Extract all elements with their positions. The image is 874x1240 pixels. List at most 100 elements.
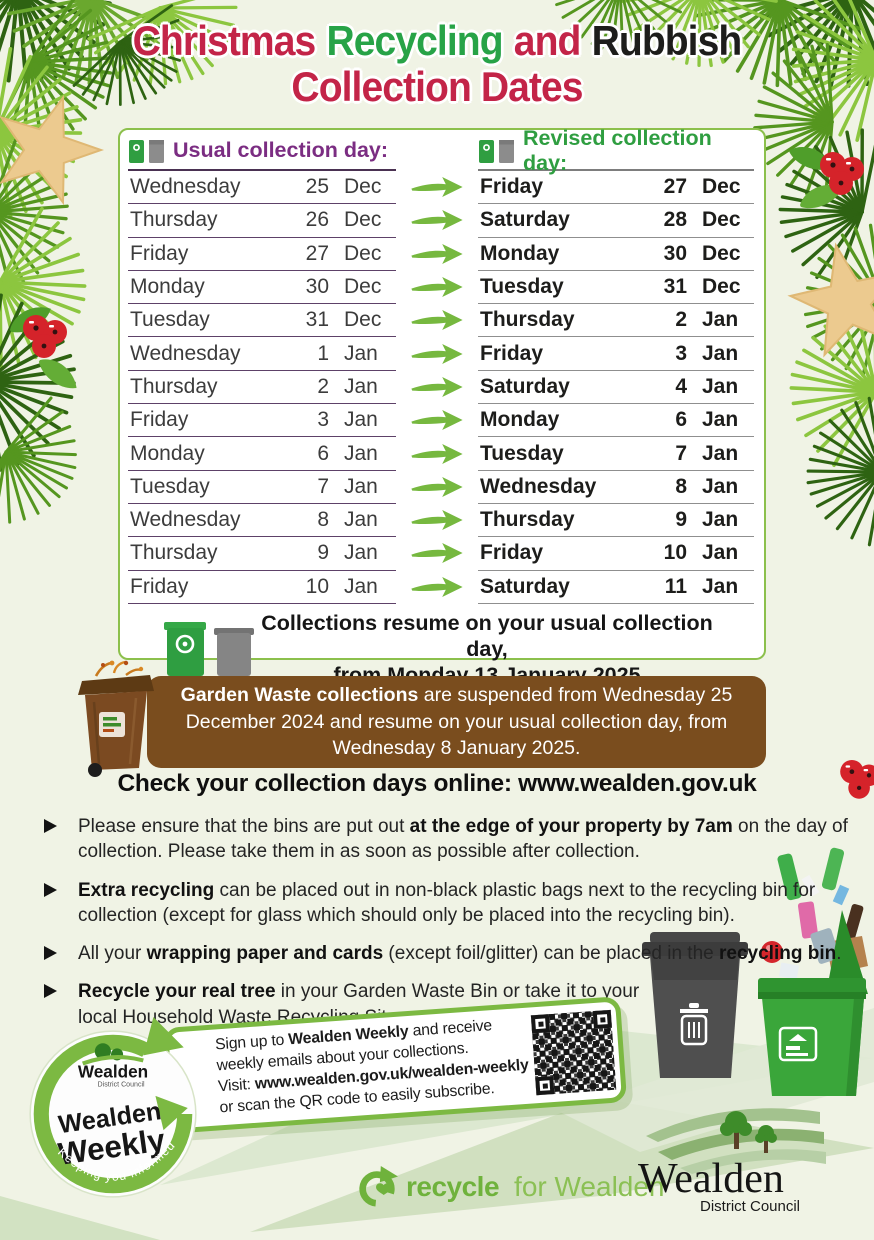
revised-month: Jan	[702, 474, 739, 498]
revised-day: Friday	[480, 175, 544, 199]
revised-day: Friday	[480, 341, 544, 365]
recycling-bin-icon	[129, 139, 144, 163]
usual-date: 7	[317, 474, 329, 498]
arrow-icon	[396, 404, 478, 436]
bullet-triangle-icon	[44, 946, 57, 961]
qr-finder-icon	[592, 1009, 612, 1030]
bullet-text-bold: Extra recycling	[78, 879, 215, 901]
revised-day: Monday	[480, 241, 560, 265]
revised-cell: Friday 3 Jan	[478, 337, 754, 371]
usual-month: Dec	[344, 241, 382, 265]
usual-cell: Friday 27 Dec	[128, 238, 396, 271]
revised-date: 11	[664, 574, 687, 598]
usual-day: Thursday	[130, 208, 218, 232]
garden-waste-bold: Garden Waste collections	[180, 683, 419, 706]
usual-date: 27	[305, 241, 329, 265]
collection-schedule-table: Usual collection day: Revised collection…	[128, 126, 756, 689]
usual-cell: Tuesday 7 Jan	[128, 471, 396, 504]
usual-day: Friday	[130, 241, 189, 265]
bin-icons	[129, 139, 164, 163]
collections-resume-note: Collections resume on your usual collect…	[128, 604, 754, 689]
bin-icons	[479, 139, 514, 163]
usual-date: 26	[305, 208, 329, 232]
qr-code[interactable]	[527, 1006, 620, 1099]
recycle-for-wealden-logo: recycle for Wealden	[356, 1166, 665, 1208]
check-online-heading[interactable]: Check your collection days online: www.w…	[117, 770, 757, 797]
revised-month: Jan	[702, 341, 739, 365]
revised-day: Tuesday	[480, 441, 564, 465]
usual-date: 31	[305, 308, 329, 332]
usual-cell: Friday 10 Jan	[128, 571, 396, 604]
revised-date: 8	[675, 474, 687, 498]
arrow-icon	[396, 471, 478, 503]
revised-cell: Saturday 11 Jan	[478, 571, 754, 604]
title-line-1: Christmas Recycling and Rubbish	[31, 17, 844, 64]
arrow-icon	[396, 204, 478, 236]
bullet-text-bold: at the edge of your property by 7am	[409, 816, 733, 837]
usual-day: Wednesday	[130, 175, 241, 199]
revised-month: Jan	[702, 541, 739, 565]
usual-cell: Friday 3 Jan	[128, 404, 396, 438]
arrow-icon	[396, 271, 478, 303]
revised-month: Jan	[702, 441, 739, 465]
usual-month: Dec	[344, 275, 382, 299]
usual-day: Tuesday	[130, 308, 210, 332]
revised-cell: Friday 10 Jan	[478, 537, 754, 571]
usual-day: Thursday	[130, 541, 218, 565]
title-word-rubbish: Rubbish	[591, 17, 743, 64]
wealden-weekly-badge: Wealden District Council Wealden Weekly …	[29, 1017, 197, 1198]
usual-day: Friday	[130, 408, 189, 432]
badge-logo-sub: District Council	[98, 1082, 146, 1089]
arrow-icon	[396, 238, 478, 270]
usual-month: Jan	[344, 541, 378, 565]
badge-logo-name: Wealden	[78, 1062, 148, 1082]
revised-day: Monday	[480, 408, 560, 432]
usual-month: Jan	[344, 374, 378, 398]
qr-finder-icon	[535, 1075, 555, 1096]
usual-month: Jan	[344, 441, 378, 465]
usual-collection-header: Usual collection day:	[128, 132, 396, 171]
revised-date: 4	[675, 374, 687, 398]
bullet-text: All your	[78, 943, 147, 965]
recycling-bin-icon	[164, 622, 206, 677]
revised-cell: Saturday 28 Dec	[478, 204, 754, 238]
title-word-recycling: Recycling	[326, 17, 503, 64]
recycling-bin-icon	[479, 139, 494, 163]
usual-month: Dec	[344, 208, 382, 232]
usual-month: Jan	[344, 508, 378, 532]
revised-date: 3	[675, 341, 687, 365]
garden-waste-rest: are suspended from Wednesday 25 December…	[185, 683, 733, 760]
council-name: Wealden	[638, 1156, 784, 1202]
garden-waste-notice: Garden Waste collections are suspended f…	[147, 676, 766, 768]
revised-cell: Monday 30 Dec	[478, 238, 754, 271]
bullet-triangle-icon	[44, 882, 57, 897]
usual-day: Friday	[130, 574, 189, 598]
usual-cell: Monday 30 Dec	[128, 271, 396, 305]
rubbish-bin-icon	[149, 139, 164, 163]
revised-collection-header-label: Revised collection day:	[523, 125, 712, 175]
revised-date: 10	[663, 541, 687, 565]
usual-day: Wednesday	[130, 341, 241, 365]
usual-collection-header-label: Usual collection day:	[173, 138, 389, 162]
revised-date: 28	[663, 208, 687, 232]
usual-month: Jan	[344, 574, 378, 598]
revised-month: Dec	[702, 175, 741, 199]
resume-note-line-1: Collections resume on your usual collect…	[261, 610, 713, 662]
recycle-logo-bold-text: recycle	[406, 1171, 500, 1202]
usual-month: Dec	[344, 308, 382, 332]
usual-date: 8	[317, 508, 329, 532]
garden-waste-bin-icon	[78, 660, 154, 777]
arrow-icon	[396, 571, 478, 603]
header-spacer	[396, 132, 478, 169]
usual-cell: Thursday 2 Jan	[128, 371, 396, 405]
revised-cell: Friday 27 Dec	[478, 171, 754, 205]
revised-day: Saturday	[480, 574, 570, 598]
wealden-mini-logo: Wealden District Council	[78, 1043, 148, 1089]
revised-month: Jan	[702, 374, 739, 398]
arrow-icon	[396, 504, 478, 536]
bullet-text: Please ensure that the bins are put out	[78, 816, 410, 837]
revised-day: Wednesday	[480, 474, 597, 498]
rubbish-bin-icon	[499, 139, 514, 163]
revised-date: 2	[675, 308, 687, 332]
